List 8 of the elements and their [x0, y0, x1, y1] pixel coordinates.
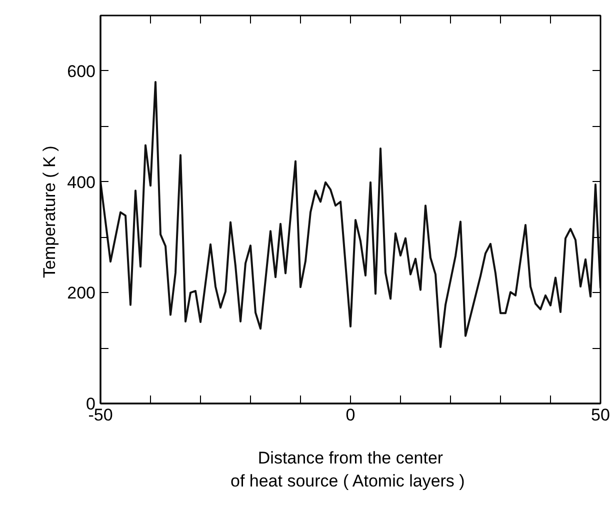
y-tick-label: 200 [67, 284, 96, 303]
y-tick-label: 600 [67, 62, 96, 81]
y-tick-label: 400 [67, 172, 96, 192]
line-series [100, 81, 600, 348]
x-tick-label: 0 [346, 406, 356, 424]
x-axis-title: Distance from the center of heat source ( Atomic layers ) [230, 448, 465, 490]
y-axis-title: Temperature ( K ) [40, 146, 60, 278]
x-tick-label: 50 [591, 406, 610, 424]
